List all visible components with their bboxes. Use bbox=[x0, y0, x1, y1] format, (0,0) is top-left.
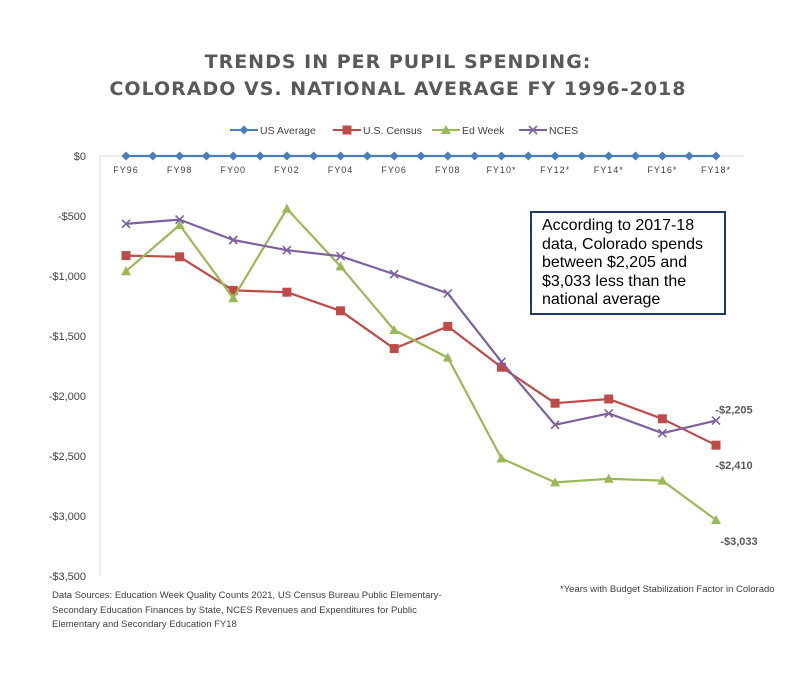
us-average-point bbox=[657, 151, 667, 161]
legend-label: U.S. Census bbox=[363, 125, 422, 137]
us-average-point bbox=[604, 151, 614, 161]
us-average-point bbox=[496, 151, 506, 161]
us-average-point bbox=[631, 151, 641, 161]
nces-line bbox=[125, 218, 717, 435]
ed-week-point bbox=[657, 475, 668, 485]
nces-point bbox=[282, 245, 292, 255]
x-tick-label: FY08 bbox=[435, 165, 461, 175]
us-average-point bbox=[577, 151, 587, 161]
u-s-census-point bbox=[282, 287, 292, 297]
y-tick-label: -$3,000 bbox=[49, 511, 86, 523]
us-average-point bbox=[148, 151, 158, 161]
u-s-census-point bbox=[389, 344, 399, 354]
us-average-point bbox=[228, 151, 238, 161]
ed-week-point bbox=[121, 266, 131, 276]
x-tick-label: FY10* bbox=[486, 165, 516, 175]
x-tick-label: FY18* bbox=[701, 165, 731, 175]
ed-week-point bbox=[550, 477, 561, 487]
y-tick-label: -$1,500 bbox=[49, 331, 86, 343]
us-average-point bbox=[416, 151, 426, 161]
us-average-point bbox=[523, 151, 533, 161]
legend-us-average-point bbox=[239, 125, 249, 135]
nces-point bbox=[711, 416, 721, 426]
us-average-point bbox=[389, 151, 399, 161]
legend-label: Ed Week bbox=[462, 125, 505, 137]
ed-week-point bbox=[228, 293, 239, 303]
u-s-census-point bbox=[711, 440, 721, 450]
x-tick-label: FY00 bbox=[221, 165, 247, 175]
x-tick-label: FY06 bbox=[381, 165, 407, 175]
legend-nces-point bbox=[528, 125, 538, 135]
y-tick-label: $0 bbox=[74, 151, 86, 163]
y-tick-label: -$500 bbox=[58, 211, 86, 223]
ed-week-point bbox=[603, 473, 614, 483]
us-average-point bbox=[470, 151, 480, 161]
chart-title-line-2: COLORADO VS. NATIONAL AVERAGE FY 1996-20… bbox=[109, 78, 687, 100]
x-tick-label: FY16* bbox=[647, 165, 677, 175]
y-tick-label: -$2,000 bbox=[49, 391, 86, 403]
u-s-census-point bbox=[336, 306, 346, 316]
legend-label: US Average bbox=[260, 125, 316, 137]
nces-point bbox=[443, 288, 453, 298]
u-s-census-point bbox=[121, 251, 131, 261]
u-s-census-point bbox=[604, 394, 614, 404]
us-average-point bbox=[711, 151, 721, 161]
u-s-census-point bbox=[550, 398, 560, 408]
ed-week-line bbox=[125, 207, 717, 521]
x-tick-label: FY98 bbox=[167, 165, 193, 175]
nces-point bbox=[175, 215, 185, 225]
us-average-point bbox=[684, 151, 694, 161]
legend-u-s-census-point bbox=[342, 125, 352, 135]
y-tick-label: -$3,500 bbox=[49, 571, 86, 583]
legend-label: NCES bbox=[549, 125, 578, 137]
us-average-point bbox=[362, 151, 372, 161]
data-sources-note: Data Sources: Education Week Quality Cou… bbox=[52, 590, 442, 630]
u-s-census-point bbox=[443, 321, 453, 331]
us-average-point bbox=[255, 151, 265, 161]
end-label: -$3,033 bbox=[720, 536, 757, 548]
x-tick-label: FY14* bbox=[594, 165, 624, 175]
nces-point bbox=[657, 428, 667, 438]
us-average-point bbox=[121, 151, 131, 161]
nces-point bbox=[604, 408, 614, 418]
nces-point bbox=[228, 235, 238, 245]
us-average-point bbox=[309, 151, 319, 161]
us-average-point bbox=[282, 151, 292, 161]
nces-point bbox=[335, 251, 346, 261]
end-label: -$2,410 bbox=[715, 460, 752, 472]
us-average-point bbox=[175, 151, 185, 161]
us-average-point bbox=[336, 151, 346, 161]
u-s-census-point bbox=[175, 252, 185, 262]
y-tick-label: -$2,500 bbox=[49, 451, 86, 463]
nces-point bbox=[389, 269, 399, 279]
us-average-point bbox=[550, 151, 560, 161]
u-s-census-point bbox=[657, 414, 667, 424]
legend-ed-week-point bbox=[441, 125, 451, 134]
nces-point bbox=[550, 420, 560, 430]
x-tick-label: FY12* bbox=[540, 165, 570, 175]
u-s-census-point bbox=[496, 362, 506, 372]
x-tick-label: FY04 bbox=[328, 165, 354, 175]
ed-week-point bbox=[335, 261, 346, 271]
callout-box: According to 2017-18 data, Colorado spen… bbox=[530, 211, 726, 315]
ed-week-point bbox=[442, 352, 453, 362]
u-s-census-point bbox=[228, 285, 238, 295]
ed-week-point bbox=[174, 220, 185, 229]
ed-week-point bbox=[711, 514, 721, 524]
nces-point bbox=[121, 219, 131, 229]
footnote: *Years with Budget Stabilization Factor … bbox=[560, 584, 775, 595]
y-tick-label: -$1,000 bbox=[49, 271, 86, 283]
chart-title-line-1: TRENDS IN PER PUPIL SPENDING: bbox=[204, 51, 592, 73]
ed-week-point bbox=[389, 325, 400, 334]
us-average-point bbox=[443, 151, 453, 161]
x-tick-label: FY02 bbox=[274, 165, 300, 175]
ed-week-point bbox=[281, 203, 292, 213]
end-label: -$2,205 bbox=[715, 405, 752, 417]
x-tick-label: FY96 bbox=[113, 165, 139, 175]
ed-week-point bbox=[496, 453, 507, 463]
nces-point bbox=[496, 357, 507, 367]
us-average-point bbox=[201, 151, 211, 161]
